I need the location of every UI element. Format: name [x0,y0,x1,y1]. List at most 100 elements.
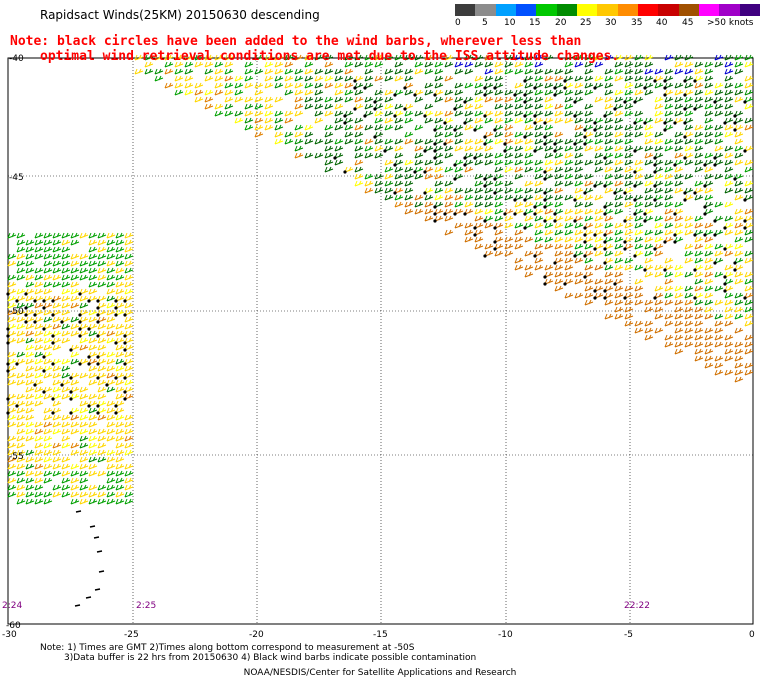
wind-barb [744,208,754,215]
wind-barb [88,491,98,498]
wind-barb [284,82,294,89]
wind-barb [614,152,624,159]
wind-barb [644,236,654,243]
wind-barb [604,271,614,278]
wind-barb [79,393,89,400]
wind-barb [79,372,89,379]
wind-barb [224,54,234,61]
wind-barb [424,117,434,124]
wind-barb [704,334,714,341]
wind-barb [434,159,444,166]
wind-barb [524,61,534,68]
wind-barb [354,131,364,138]
wind-barb [694,180,704,187]
wind-barb [474,96,484,103]
wind-barb [344,138,354,145]
contamination-marker [573,254,577,258]
wind-barb [224,96,234,103]
contamination-marker [453,107,457,111]
contamination-marker [663,79,667,83]
wind-barb [734,355,744,362]
contamination-marker [583,226,587,230]
contamination-marker [723,282,727,286]
wind-barb [244,117,254,124]
wind-barb [494,194,504,201]
contamination-marker [713,156,717,160]
wind-barb [624,145,634,152]
wind-barb [364,68,374,75]
wind-barb [704,131,714,138]
wind-barb [124,302,134,309]
wind-barb [106,400,116,407]
wind-barb [314,138,324,145]
wind-barb [115,463,125,470]
wind-barb [684,96,694,103]
wind-barb [634,110,644,117]
wind-barb [744,320,754,327]
contamination-marker [553,86,557,90]
wind-barb [404,159,414,166]
wind-barb [584,89,594,96]
contamination-marker [743,100,747,104]
contamination-marker [114,404,118,408]
time-label: 2:25 [136,601,156,611]
wind-barb [664,96,674,103]
wind-barb [504,152,514,159]
wind-barb [304,54,314,61]
wind-barb [124,351,134,358]
wind-barb [534,75,544,82]
wind-barb [61,330,71,337]
wind-barb [514,152,524,159]
contamination-marker [543,135,547,139]
wind-barb [43,442,53,449]
wind-barb [574,271,584,278]
wind-barb [52,414,62,421]
wind-barb [554,75,564,82]
wind-barb [674,131,684,138]
wind-barb [25,421,35,428]
wind-barb [744,103,754,110]
wind-barb [534,68,544,75]
wind-barb [484,75,494,82]
wind-barb [88,267,98,274]
wind-barb [474,145,484,152]
contamination-marker [105,383,109,387]
wind-barb [354,145,364,152]
wind-barb [654,82,664,89]
wind-barb [564,96,574,103]
wind-barb [70,379,80,386]
wind-barb [684,334,694,341]
wind-barb [354,61,364,68]
contamination-marker [523,226,527,230]
wind-barb [694,68,704,75]
wind-barb [734,96,744,103]
wind-barb [744,334,754,341]
wind-barb [674,96,684,103]
wind-barb [654,271,664,278]
wind-barb [484,61,494,68]
wind-barb [584,278,594,285]
contamination-marker [123,299,127,303]
wind-barb [644,187,654,194]
wind-barb [97,267,107,274]
contamination-marker [493,240,497,244]
wind-barb [244,124,254,131]
contamination-marker [583,240,587,244]
wind-barb [134,68,144,75]
wind-barb [414,159,424,166]
wind-barb [444,187,454,194]
wind-barb [734,376,744,383]
wind-barb [604,222,614,229]
wind-barb [16,337,26,344]
contamination-marker [433,93,437,97]
wind-barb [384,187,394,194]
wind-barb [664,271,674,278]
wind-barb [594,215,604,222]
contamination-marker [663,93,667,97]
wind-barb [304,68,314,75]
wind-barb [624,320,634,327]
contamination-marker [463,156,467,160]
wind-barb [704,341,714,348]
wind-barb [514,201,524,208]
wind-barb [52,323,62,330]
